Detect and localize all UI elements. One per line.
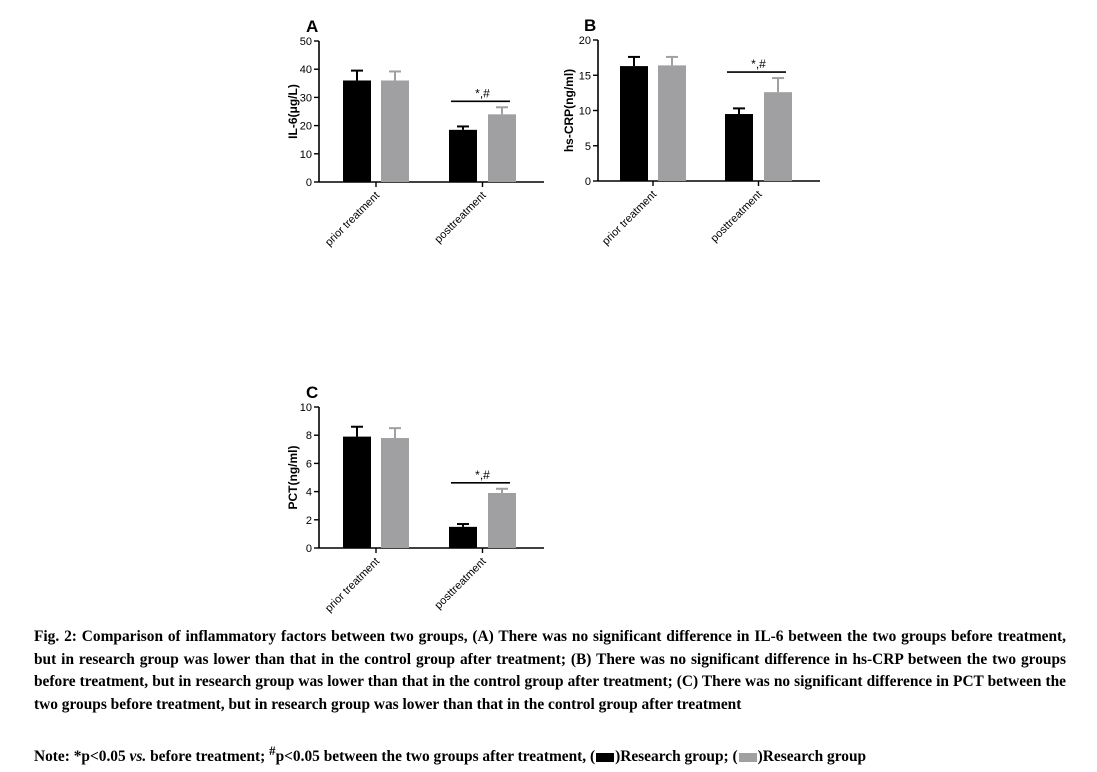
caption-fig-label: Fig. 2: xyxy=(34,628,77,645)
note-vs: vs. xyxy=(129,748,147,766)
significance-label: *,# xyxy=(475,86,490,100)
y-tick-label: 30 xyxy=(300,92,312,104)
y-tick-label: 10 xyxy=(579,106,591,118)
bar xyxy=(620,66,648,181)
x-tick-label: prior treatment xyxy=(600,189,659,248)
panel-label: B xyxy=(584,16,596,35)
chart-panel-a: A 0 10 20 30 40 50 IL-6(μg/L) prior treatment pos… xyxy=(286,17,544,249)
bar xyxy=(488,114,516,182)
y-axis-label: PCT(ng/ml) xyxy=(286,446,300,510)
note-prefix: Note: *p<0.05 xyxy=(34,748,130,766)
legend-swatch-gray xyxy=(738,753,757,763)
y-tick-label: 2 xyxy=(306,515,312,527)
y-tick-label: 6 xyxy=(306,458,312,470)
bar xyxy=(381,80,409,182)
panel-label: C xyxy=(306,383,318,402)
y-tick-label: 0 xyxy=(306,543,312,555)
y-tick-label: 5 xyxy=(585,141,591,153)
bar xyxy=(658,65,686,181)
figure-note: Note: *p<0.05 vs. before treatment; #p<0… xyxy=(34,740,1074,768)
bar xyxy=(343,80,371,182)
significance-label: *,# xyxy=(751,57,766,71)
note-hash: # xyxy=(269,744,276,758)
x-tick-label: prior treatment xyxy=(323,190,382,249)
bar xyxy=(488,493,516,548)
bar xyxy=(764,92,792,181)
y-tick-label: 8 xyxy=(306,430,312,442)
note-after-hash: p<0.05 between the two groups after trea… xyxy=(275,748,596,766)
y-tick-label: 20 xyxy=(300,121,312,133)
x-tick-label: posttreatment xyxy=(433,556,489,612)
significance-label: *,# xyxy=(475,468,490,482)
figure-caption: Fig. 2: Comparison of inflammatory facto… xyxy=(34,626,1066,716)
y-tick-label: 4 xyxy=(306,487,312,499)
y-tick-label: 15 xyxy=(579,70,591,82)
bar xyxy=(449,129,477,182)
y-axis-label: IL-6(μg/L) xyxy=(286,84,300,139)
chart-panel-b: B 0 5 10 15 20 hs-CRP(ng/ml) prior treatment pos… xyxy=(562,16,820,248)
bar xyxy=(343,436,371,548)
legend-swatch-black xyxy=(596,753,615,763)
y-tick-label: 0 xyxy=(585,176,591,188)
note-legend1: )Research group; ( xyxy=(615,748,738,766)
caption-text: Comparison of inflammatory factors betwe… xyxy=(34,628,1067,713)
bar xyxy=(381,438,409,548)
panel-label: A xyxy=(306,17,318,36)
y-tick-label: 10 xyxy=(300,402,312,414)
x-tick-label: posttreatment xyxy=(709,189,765,245)
x-tick-label: posttreatment xyxy=(433,190,489,246)
y-tick-label: 40 xyxy=(300,64,312,76)
bar xyxy=(725,114,753,181)
bar xyxy=(449,526,477,548)
x-tick-label: prior treatment xyxy=(323,556,382,615)
y-tick-label: 20 xyxy=(579,35,591,47)
y-axis-label: hs-CRP(ng/ml) xyxy=(562,69,576,152)
y-tick-label: 50 xyxy=(300,36,312,48)
y-tick-label: 0 xyxy=(306,177,312,189)
y-tick-label: 10 xyxy=(300,149,312,161)
chart-panel-c: C 0 2 4 6 8 10 PCT(ng/ml) prior treatment posttre… xyxy=(286,383,544,615)
note-middle: before treatment; xyxy=(146,748,270,766)
note-legend2: )Research group xyxy=(757,748,867,766)
